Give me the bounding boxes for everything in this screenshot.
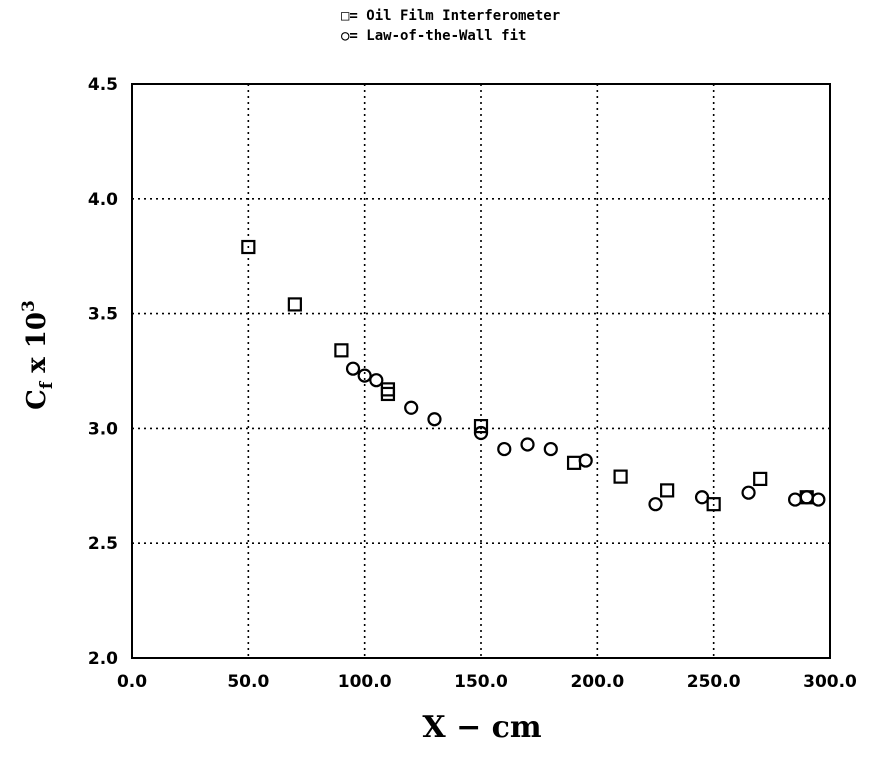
law-of-the-wall-marker	[578, 453, 593, 468]
x-axis-tick-labels: 0.0 50.0 100.0 150.0 200.0 250.0 300.0	[117, 672, 857, 692]
y-axis-title-base: C	[22, 389, 52, 410]
x-tick-label: 150.0	[454, 672, 508, 692]
law-of-the-wall-marker	[694, 490, 710, 505]
y-tick-label: 2.0	[88, 649, 118, 669]
x-tick-label: 300.0	[803, 672, 857, 692]
x-tick-label: 0.0	[117, 672, 147, 692]
law-of-the-wall-marker	[799, 490, 814, 505]
law-of-the-wall-marker	[741, 485, 756, 500]
y-tick-label: 4.0	[88, 190, 118, 210]
legend-entry-law-of-the-wall: ○= Law-of-the-Wall fit	[341, 28, 526, 44]
law-of-the-wall-marker	[404, 400, 419, 415]
oil-film-marker	[241, 239, 256, 255]
plot-area-frame	[131, 83, 831, 659]
law-of-the-wall-marker	[787, 492, 803, 507]
legend: □= Oil Film Interferometer ○= Law-of-the…	[341, 8, 560, 44]
oil-film-marker	[287, 297, 302, 312]
y-axis-title-superscript: 3	[19, 300, 39, 312]
x-tick-label: 100.0	[338, 672, 392, 692]
y-tick-label: 3.0	[88, 419, 118, 439]
y-axis-title-middle: x 10	[22, 312, 52, 382]
y-axis-tick-labels: 2.0 2.5 3.0 3.5 4.0 4.5	[88, 75, 118, 669]
grid-lines	[132, 84, 830, 658]
y-axis-title-subscript: f	[37, 380, 57, 389]
law-of-the-wall-marker	[357, 368, 372, 383]
x-tick-label: 200.0	[570, 672, 624, 692]
law-of-the-wall-marker	[473, 425, 489, 441]
y-tick-label: 3.5	[88, 305, 118, 325]
y-tick-label: 2.5	[88, 534, 118, 554]
x-axis-title: X − cm	[422, 710, 542, 745]
oil-film-marker	[660, 483, 675, 498]
x-tick-label: 50.0	[227, 672, 269, 692]
law-of-the-wall-marker	[345, 361, 361, 376]
oil-film-marker	[334, 343, 349, 358]
data-markers	[241, 239, 826, 512]
oil-film-marker	[380, 386, 396, 402]
law-of-the-wall-marker	[497, 441, 512, 457]
oil-film-marker	[566, 455, 582, 470]
x-tick-label: 250.0	[687, 672, 741, 692]
y-axis-title: Cf x 103	[19, 300, 57, 410]
y-tick-label: 4.5	[88, 75, 118, 95]
oil-film-marker	[706, 497, 721, 512]
law-of-the-wall-marker	[648, 497, 663, 512]
oil-film-marker	[473, 419, 489, 434]
law-of-the-wall-marker	[427, 412, 442, 427]
oil-film-marker	[753, 471, 768, 487]
law-of-the-wall-marker	[520, 437, 535, 452]
oil-film-marker	[380, 382, 396, 397]
oil-film-marker	[613, 469, 628, 484]
law-of-the-wall-marker	[811, 492, 826, 507]
law-of-the-wall-marker	[543, 441, 558, 457]
legend-entry-oil-film: □= Oil Film Interferometer	[341, 8, 560, 24]
law-of-the-wall-marker	[369, 373, 384, 388]
